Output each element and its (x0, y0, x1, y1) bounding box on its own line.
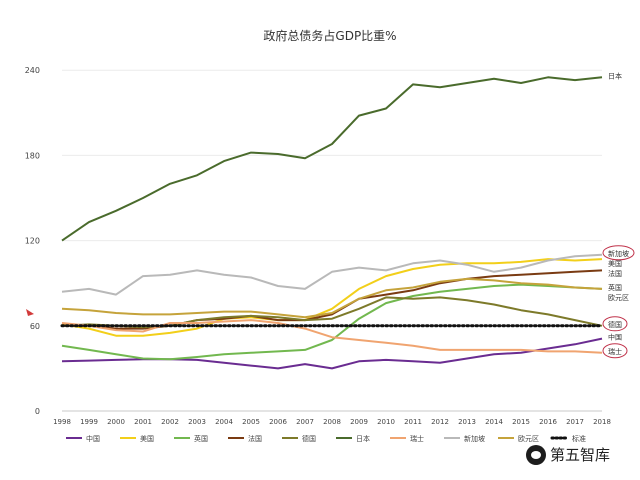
legend-label-新加坡: 新加坡 (464, 434, 485, 443)
x-tick-label: 2003 (188, 418, 206, 426)
legend-label-德国: 德国 (302, 434, 316, 443)
end-label-瑞士: 瑞士 (608, 347, 622, 356)
x-tick-label: 2006 (269, 418, 287, 426)
series-line-欧元区 (61, 277, 603, 319)
x-tick-label: 2014 (485, 418, 503, 426)
end-label-欧元区: 欧元区 (608, 293, 629, 302)
end-label-日本: 日本 (608, 71, 622, 80)
wechat-logo-icon (526, 444, 546, 465)
y-tick-label: 240 (25, 66, 40, 75)
label-circle-德国 (602, 316, 628, 332)
x-tick-label: 2018 (593, 418, 611, 426)
x-tick-label: 2005 (242, 418, 260, 426)
end-label-德国: 德国 (608, 320, 622, 329)
x-tick-label: 2002 (161, 418, 179, 426)
x-tick-label: 2010 (377, 418, 395, 426)
legend-label-英国: 英国 (194, 434, 208, 443)
x-tick-label: 2011 (404, 418, 422, 426)
series-line-新加坡 (61, 253, 603, 296)
x-tick-label: 2015 (512, 418, 530, 426)
label-circle-瑞士 (602, 343, 628, 359)
y-tick-label: 0 (35, 407, 40, 416)
x-tick-label: 2004 (215, 418, 233, 426)
series-line-法国 (62, 269, 603, 330)
x-tick-label: 2008 (323, 418, 341, 426)
end-label-美国: 美国 (608, 259, 622, 268)
end-label-英国: 英国 (608, 283, 622, 292)
legend-label-瑞士: 瑞士 (410, 434, 424, 443)
series-line-中国 (61, 337, 603, 370)
watermark-text: 第五智库 (550, 446, 611, 464)
x-tick-label: 2000 (107, 418, 125, 426)
x-tick-label: 2001 (134, 418, 152, 426)
legend-label-法国: 法国 (248, 434, 262, 443)
x-axis: 1998 1999 2000 2001 2002 2003 2004 2005 2006 2007… (53, 418, 611, 426)
series-lines (60, 76, 604, 370)
x-tick-label: 2012 (431, 418, 449, 426)
legend-label-美国: 美国 (140, 434, 154, 443)
y-axis: 0 60 120 180 240 (25, 66, 40, 416)
legend: 中国 美国 英国 法国 德国 日本 瑞士 新加坡 欧元区 标准 (66, 434, 586, 443)
y-tick-label: 180 (25, 151, 40, 160)
x-tick-label: 2007 (296, 418, 314, 426)
end-label-新加坡: 新加坡 (608, 249, 629, 258)
end-label-中国: 中国 (608, 333, 622, 342)
legend-label-中国: 中国 (86, 434, 100, 443)
x-tick-label: 2016 (539, 418, 557, 426)
watermark: 第五智库 (526, 444, 610, 465)
x-tick-label: 2013 (458, 418, 476, 426)
annotation-arrow-icon (26, 309, 34, 316)
series-line-美国 (61, 258, 603, 337)
x-tick-label: 2009 (350, 418, 368, 426)
x-tick-label: 1999 (80, 418, 98, 426)
legend-label-日本: 日本 (356, 434, 370, 443)
x-tick-label: 1998 (53, 418, 71, 426)
chart-title: 政府总债务占GDP比重% (263, 28, 396, 43)
legend-label-欧元区: 欧元区 (518, 434, 539, 443)
end-label-法国: 法国 (608, 269, 622, 278)
y-tick-label: 60 (30, 322, 40, 331)
label-circle-新加坡 (602, 245, 635, 261)
series-line-日本 (61, 76, 603, 242)
series-line-英国 (61, 283, 603, 361)
legend-label-标准: 标准 (572, 434, 586, 443)
series-line-瑞士 (61, 319, 603, 354)
x-tick-label: 2017 (566, 418, 584, 426)
y-tick-label: 120 (25, 237, 40, 246)
